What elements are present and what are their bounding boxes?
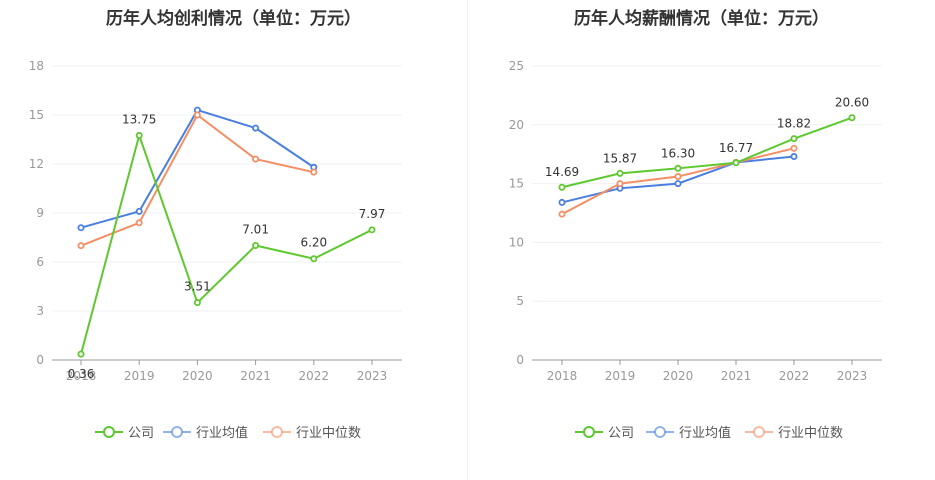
salary-chart-title: 历年人均薪酬情况（单位：万元）: [574, 9, 829, 29]
legend-label[interactable]: 公司: [608, 426, 634, 441]
data-point: [674, 164, 682, 172]
data-label: 7.97: [359, 207, 386, 221]
y-tick-label: 3: [36, 304, 44, 318]
legend-marker[interactable]: [171, 426, 183, 438]
legend-label[interactable]: 公司: [128, 426, 154, 441]
data-label: 18.82: [777, 117, 811, 131]
data-point: [135, 219, 143, 227]
data-point: [558, 198, 566, 206]
y-tick-label: 0: [516, 353, 524, 367]
profit-chart-panel: 历年人均创利情况（单位：万元） 0 3 6 9 12 15 18 2018 2019 2020 20…: [0, 0, 467, 480]
y-tick-label: 10: [509, 235, 524, 249]
profit-chart-title: 历年人均创利情况（单位：万元）: [106, 9, 361, 29]
data-label: 3.51: [184, 280, 211, 294]
y-tick-label: 18: [29, 59, 44, 73]
data-label: 20.60: [835, 96, 869, 110]
data-point: [558, 210, 566, 218]
data-label: 16.30: [661, 146, 695, 160]
data-point: [368, 226, 376, 234]
data-point: [674, 173, 682, 181]
y-tick-label: 15: [29, 108, 44, 122]
y-tick-label: 9: [36, 206, 44, 220]
x-tick-label: 2022: [779, 369, 810, 383]
legend-marker[interactable]: [271, 426, 283, 438]
panel-divider: [467, 0, 468, 480]
x-tick-label: 2021: [721, 369, 752, 383]
legend-label[interactable]: 行业均值: [196, 425, 248, 441]
y-tick-label: 5: [516, 294, 524, 308]
data-point: [790, 153, 798, 161]
data-point: [135, 207, 143, 215]
series-line-1: [80, 108, 315, 229]
data-point: [193, 299, 201, 307]
data-label: 13.75: [122, 112, 156, 126]
legend-marker[interactable]: [103, 426, 115, 438]
x-tick-label: 2018: [66, 369, 97, 383]
series-line-0: [80, 132, 373, 355]
y-tick-label: 25: [509, 59, 524, 73]
legend-label[interactable]: 行业中位数: [778, 426, 843, 441]
data-point: [558, 183, 566, 191]
data-point: [732, 159, 740, 167]
data-point: [616, 180, 624, 188]
y-tick-label: 12: [29, 157, 44, 171]
y-tick-label: 6: [36, 255, 44, 269]
data-point: [790, 135, 798, 143]
data-point: [77, 242, 85, 250]
data-label: 7.01: [242, 223, 269, 237]
data-point: [848, 114, 856, 122]
x-tick-label: 2018: [547, 369, 578, 383]
data-point: [193, 111, 201, 119]
legend-marker[interactable]: [583, 426, 595, 438]
legend-marker[interactable]: [753, 426, 765, 438]
salary-chart: 0 5 10 15 20 25 2018 2019 2020 2021 2022 2023 14.69 1…: [509, 59, 882, 441]
series-line-0: [561, 116, 853, 189]
legend-label[interactable]: 行业中位数: [296, 426, 361, 441]
y-tick-label: 0: [36, 353, 44, 367]
data-point: [616, 169, 624, 177]
data-point: [252, 124, 260, 132]
y-tick-label: 15: [509, 177, 524, 191]
data-point: [674, 180, 682, 188]
salary-chart-panel: 历年人均薪酬情况（单位：万元） 0 5 10 15 20 25 2018 2019 2020 20…: [468, 0, 935, 480]
data-point: [790, 144, 798, 152]
data-label: 16.77: [719, 141, 753, 155]
data-label: 6.20: [300, 236, 327, 250]
x-tick-label: 2019: [605, 369, 636, 383]
data-point: [77, 350, 85, 358]
data-point: [135, 131, 143, 139]
data-point: [310, 168, 318, 176]
legend-marker[interactable]: [654, 426, 666, 438]
profit-chart: 0 3 6 9 12 15 18 2018 2019 2020 2021 2022 2023 0.36 13…: [29, 59, 402, 441]
y-tick-label: 20: [509, 118, 524, 132]
x-tick-label: 2023: [357, 369, 388, 383]
data-label: 0.36: [68, 367, 95, 381]
data-point: [252, 242, 260, 250]
data-point: [310, 255, 318, 263]
x-tick-label: 2021: [240, 369, 271, 383]
x-tick-label: 2020: [182, 369, 213, 383]
x-tick-label: 2023: [837, 369, 868, 383]
data-point: [252, 155, 260, 163]
legend-label[interactable]: 行业均值: [679, 425, 731, 441]
x-tick-label: 2020: [663, 369, 694, 383]
x-tick-label: 2019: [124, 369, 155, 383]
data-label: 15.87: [603, 151, 637, 165]
x-tick-label: 2022: [299, 369, 330, 383]
data-point: [77, 224, 85, 232]
data-label: 14.69: [545, 165, 579, 179]
